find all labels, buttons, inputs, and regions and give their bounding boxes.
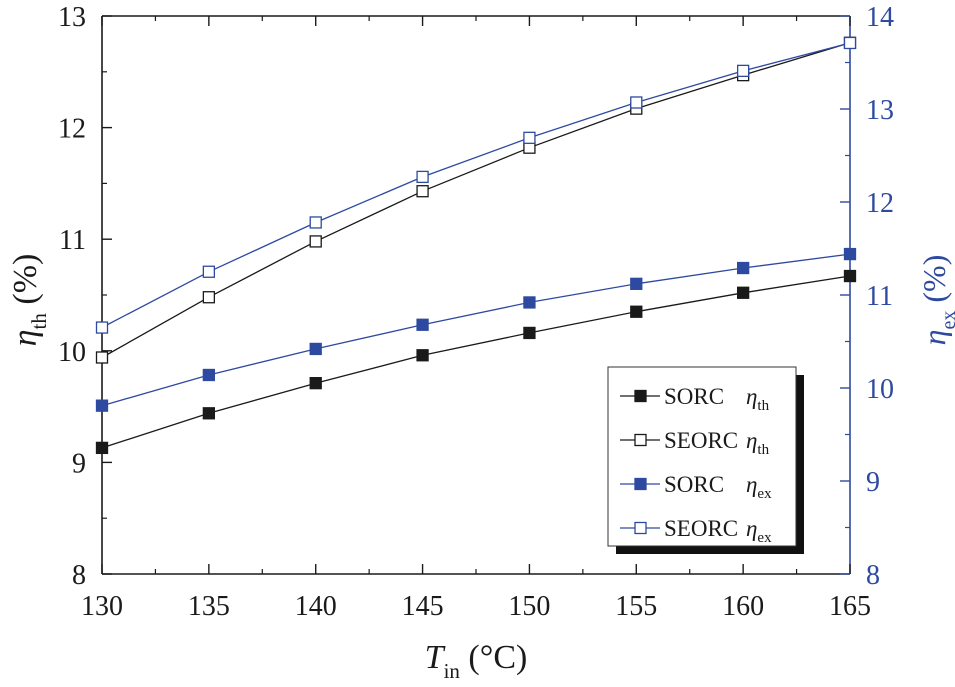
data-point	[202, 291, 216, 304]
data-point	[95, 441, 109, 455]
data-point	[95, 399, 109, 412]
y-left-tick-label: 9	[72, 448, 86, 479]
x-tick-label: 145	[402, 591, 444, 622]
y-left-tick-label: 10	[58, 337, 86, 368]
data-point	[843, 36, 857, 50]
data-point	[736, 286, 750, 299]
data-point	[630, 96, 643, 109]
data-point	[843, 269, 857, 283]
x-tick-label: 130	[81, 591, 123, 622]
legend-label: SEORC	[664, 428, 738, 453]
series-line	[101, 275, 851, 449]
y-right-tick-label: 11	[866, 281, 893, 312]
data-point	[202, 265, 216, 278]
x-tick-label: 135	[188, 591, 230, 622]
data-point	[523, 296, 536, 309]
x-tick-label: 160	[722, 591, 764, 622]
x-tick-label: 140	[295, 591, 337, 622]
data-point	[309, 216, 322, 229]
y-right-tick-label: 8	[866, 560, 880, 591]
data-point	[630, 277, 643, 290]
y-right-tick-label: 9	[866, 467, 880, 498]
x-tick-label: 155	[615, 591, 657, 622]
y-left-tick-label: 13	[58, 2, 86, 33]
data-point	[95, 321, 109, 334]
data-point	[309, 342, 322, 356]
series-line	[101, 42, 851, 359]
x-axis-title: Tin (°C)	[425, 639, 528, 683]
data-point	[95, 351, 109, 364]
y-right-axis-title: ηex (%)	[916, 255, 955, 346]
data-point	[630, 305, 643, 318]
data-point	[736, 261, 750, 275]
x-tick-label: 165	[829, 591, 871, 622]
legend-marker	[634, 433, 647, 447]
series-layer	[95, 36, 857, 455]
series-3	[95, 247, 857, 412]
y-right-tick-label: 12	[866, 188, 894, 219]
plot-area: 130 135 140 145 150 155 160 1658910111213891011…	[58, 2, 894, 622]
legend-symbol: ηth	[746, 428, 770, 458]
y-right-tick-label: 13	[866, 95, 894, 126]
legend-label: SORC	[664, 472, 724, 497]
series-1	[95, 269, 857, 455]
data-point	[309, 377, 322, 390]
axis-titles: Tin (°C) ηth (%) ηex (%)	[7, 254, 955, 683]
data-point	[202, 368, 216, 382]
data-point	[523, 326, 536, 340]
legend-marker	[634, 389, 647, 403]
legend-symbol: ηex	[746, 516, 772, 546]
data-point	[202, 407, 216, 420]
legend-marker	[634, 521, 647, 535]
y-left-tick-label: 11	[59, 225, 86, 256]
data-point	[416, 170, 429, 184]
legend-symbol: ηth	[746, 384, 770, 414]
data-point	[416, 318, 429, 331]
series-line	[101, 253, 851, 407]
legend-symbol: ηex	[746, 472, 772, 502]
data-point	[416, 185, 429, 198]
legend-label: SEORC	[664, 516, 738, 541]
legend: SORC ηth SEORC ηth SORC ηex SEORC ηex	[607, 366, 804, 554]
legend-marker	[634, 477, 647, 491]
series-4	[95, 36, 857, 334]
y-right-tick-label: 14	[866, 2, 894, 33]
data-point	[843, 247, 857, 261]
legend-label: SORC	[664, 384, 724, 409]
y-left-tick-label: 8	[72, 560, 86, 591]
data-point	[523, 131, 536, 144]
y-left-axis-title: ηth (%)	[7, 254, 51, 347]
data-point	[736, 64, 750, 78]
y-right-tick-label: 10	[866, 374, 894, 405]
series-line	[101, 42, 851, 329]
y-left-tick-label: 12	[58, 114, 86, 145]
x-tick-label: 150	[508, 591, 550, 622]
data-point	[309, 235, 322, 248]
data-point	[416, 349, 429, 362]
